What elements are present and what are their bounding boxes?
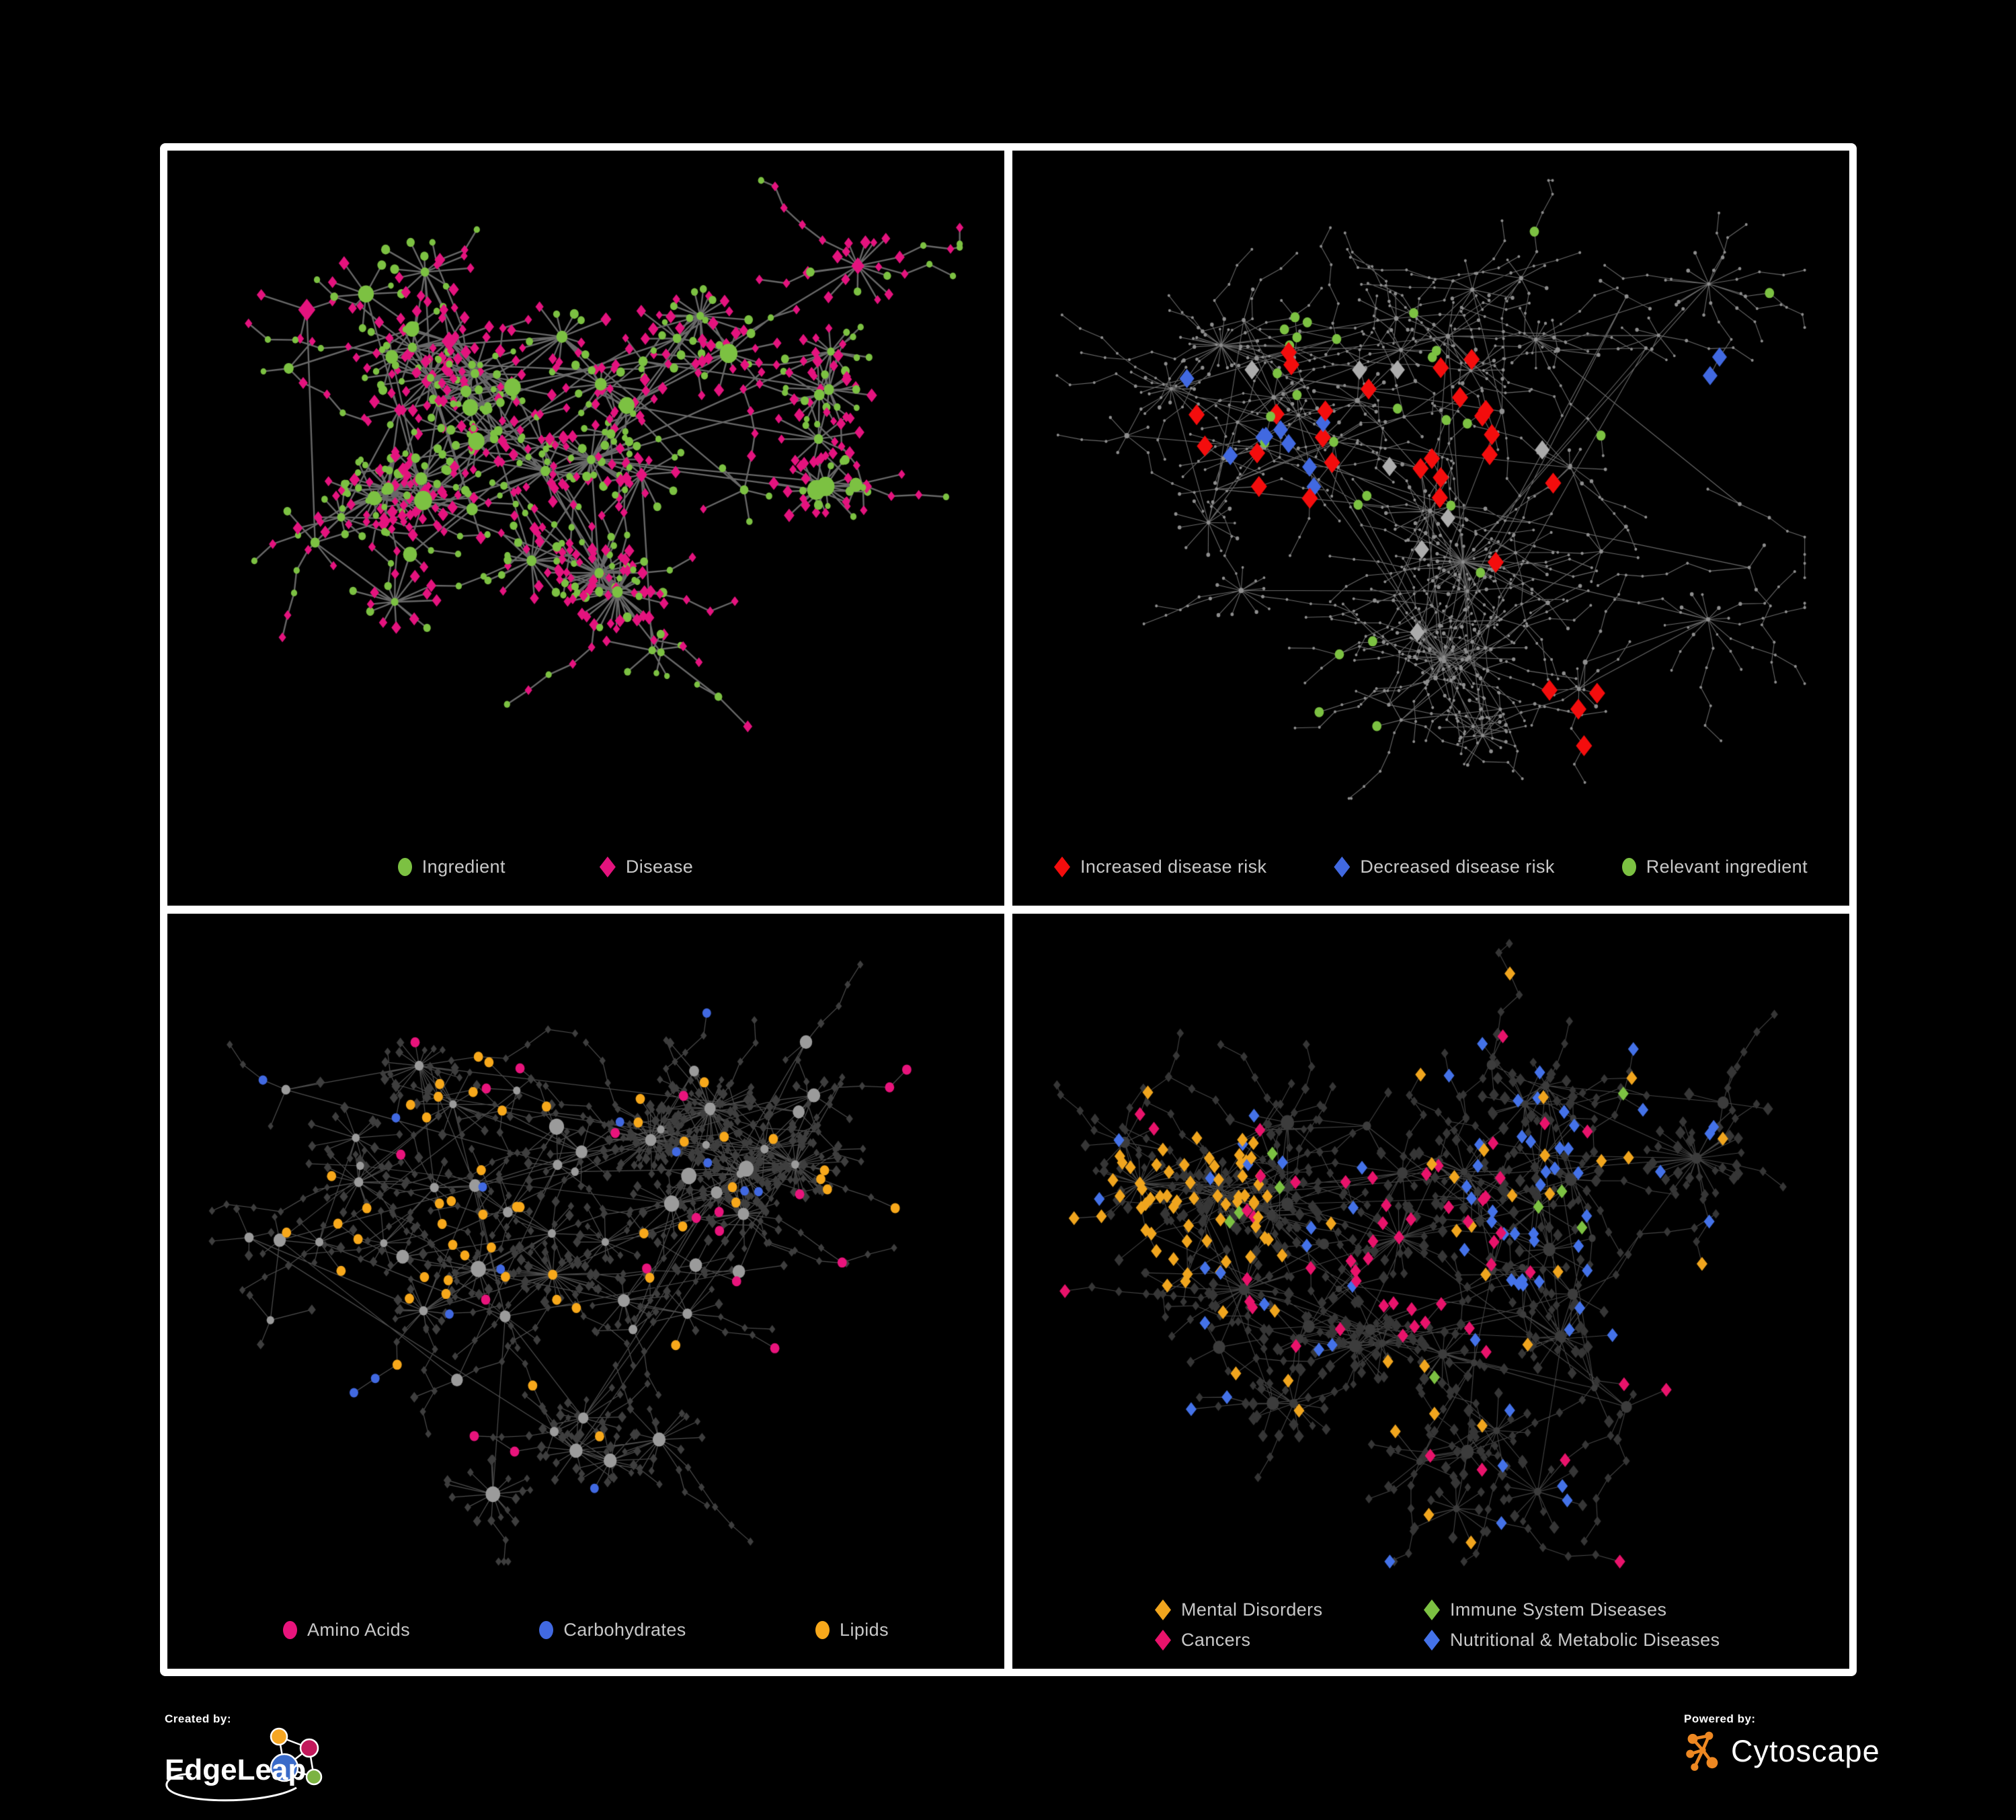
powered-by-label: Powered by: [1684,1712,1756,1725]
edgeleap-logo: EdgeLeap [165,1727,323,1802]
diamond-marker [1424,1599,1440,1620]
diamond-marker [599,857,616,877]
created-by-label: Created by: [165,1712,232,1725]
legend-label: Carbohydrates [563,1620,686,1640]
panel-ingredient-disease: Ingredient Disease [167,151,1004,906]
powered-by-block: Powered by: Cytoscape [1684,1712,1880,1773]
legend-label: Lipids [840,1620,889,1640]
network-canvas-ingredient-disease [167,151,1004,828]
legend-item-disease: Disease [599,857,694,877]
legend-ingredient-class: Amino Acids Carbohydrates Lipids [167,1591,1004,1669]
grid-divider-horizontal [167,906,1849,914]
network-canvas-disease-class [1012,914,1849,1591]
diamond-marker [1334,857,1350,877]
panel-disease-risk: Increased disease risk Decreased disease … [1012,151,1849,906]
ellipse-marker [815,1621,830,1639]
legend-label: Disease [625,857,694,877]
edgeleap-wordmark: EdgeLeap [165,1753,306,1786]
figure-grid: Ingredient Disease Increased disease risk… [160,143,1857,1676]
ellipse-marker [1621,858,1636,876]
legend-item-decreased-disease-risk: Decreased disease risk [1334,857,1554,877]
diamond-marker [1054,857,1070,877]
edgeleap-node-magenta [299,1738,319,1758]
cytoscape-wordmark: Cytoscape [1731,1734,1880,1768]
legend-disease-risk: Increased disease risk Decreased disease … [1012,828,1849,906]
legend-label: Ingredient [421,857,506,877]
legend-label: Relevant ingredient [1646,857,1808,877]
cytoscape-logo-icon [1686,1731,1718,1771]
legend-label: Cancers [1181,1630,1251,1650]
legend-label: Decreased disease risk [1360,857,1555,877]
edgeleap-node-orange [270,1727,288,1746]
network-canvas-disease-risk [1012,151,1849,828]
ellipse-marker [283,1621,297,1639]
ellipse-marker [539,1621,554,1639]
legend-label: Nutritional & Metabolic Diseases [1450,1630,1720,1650]
legend-item-ingredient: Ingredient [397,857,506,877]
legend-label: Increased disease risk [1080,857,1267,877]
edgeleap-network-icon [270,1727,323,1786]
legend-item-immune-system-diseases: Immune System Diseases [1424,1599,1720,1620]
ellipse-marker [397,858,412,876]
legend-item-relevant-ingredient: Relevant ingredient [1621,857,1808,877]
legend-item-amino-acids: Amino Acids [283,1620,410,1640]
legend-item-increased-disease-risk: Increased disease risk [1054,857,1266,877]
legend-label: Amino Acids [307,1620,410,1640]
legend-item-mental-disorders: Mental Disorders [1155,1599,1424,1620]
edgeleap-node-green [305,1768,323,1786]
diamond-marker [1155,1630,1171,1651]
legend-disease-class: Mental Disorders Immune System Diseases Ca… [1012,1591,1849,1669]
legend-ingredient-disease: Ingredient Disease [167,828,1004,906]
diamond-marker [1424,1630,1440,1651]
edgeleap-node-blue [270,1753,299,1782]
panel-ingredient-class: Amino Acids Carbohydrates Lipids [167,914,1004,1669]
network-canvas-ingredient-class [167,914,1004,1591]
edgeleap-swoosh [165,1773,297,1802]
diamond-marker [1155,1599,1171,1620]
created-by-block: Created by: EdgeLeap [165,1712,336,1811]
legend-item-nutritional-metabolic-diseases: Nutritional & Metabolic Diseases [1424,1630,1720,1651]
legend-label: Immune System Diseases [1450,1599,1667,1620]
legend-label: Mental Disorders [1181,1599,1323,1620]
legend-item-carbohydrates: Carbohydrates [539,1620,686,1640]
legend-item-lipids: Lipids [815,1620,889,1640]
panel-disease-class: Mental Disorders Immune System Diseases Ca… [1012,914,1849,1669]
legend-item-cancers: Cancers [1155,1630,1424,1651]
